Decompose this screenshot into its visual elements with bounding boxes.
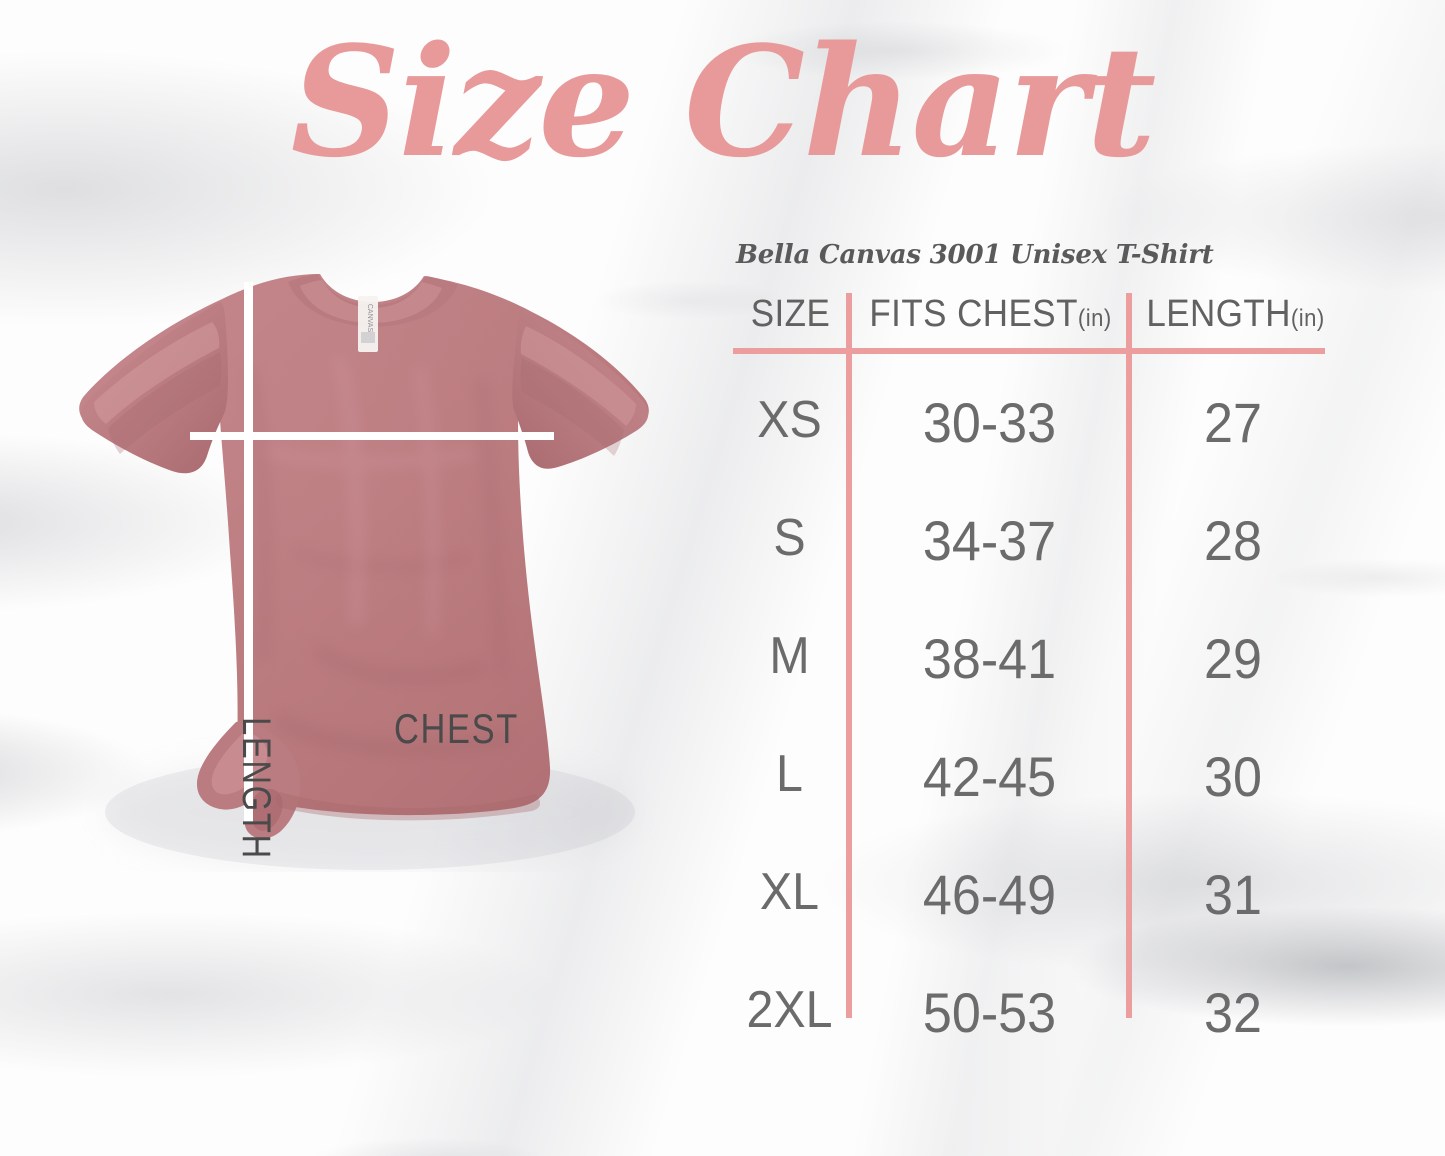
cell-length: 30 (1204, 745, 1262, 808)
cell-length: 28 (1204, 509, 1262, 572)
column-header-length-text: LENGTH (1146, 293, 1291, 335)
table-row: L 42-45 30 (733, 744, 1333, 808)
product-name: Bella Canvas 3001 Unisex T-Shirt (736, 240, 1214, 270)
column-header-chest-text: FITS CHEST (869, 293, 1078, 335)
cell-chest: 34-37 (922, 509, 1057, 572)
cell-chest: 50-53 (922, 981, 1057, 1044)
table-row: M 38-41 29 (733, 626, 1333, 690)
table-row: XL 46-49 31 (733, 862, 1333, 926)
column-divider-size-chest (846, 293, 852, 1018)
page-title: Size Chart (290, 12, 1157, 191)
column-header-length-unit: (in) (1290, 305, 1325, 332)
column-divider-chest-length (1126, 293, 1132, 1018)
column-header-length: LENGTH(in) (1146, 293, 1325, 336)
cell-size: S (773, 509, 806, 567)
svg-text:CANVAS: CANVAS (366, 304, 373, 333)
cell-size: XS (757, 391, 822, 449)
table-row: XS 30-33 27 (733, 390, 1333, 454)
cell-length: 32 (1204, 981, 1262, 1044)
size-table: Bella Canvas 3001 Unisex T-Shirt SIZE FI… (733, 240, 1333, 1044)
cell-length: 27 (1204, 391, 1262, 454)
tshirt-illustration: CANVAS (79, 274, 649, 870)
table-header-row: SIZE FITS CHEST(in) LENGTH(in) (733, 293, 1333, 349)
chest-label: CHEST (394, 705, 519, 752)
column-header-chest-unit: (in) (1077, 305, 1112, 332)
header-divider-horizontal (733, 348, 1325, 354)
cell-chest: 46-49 (922, 863, 1057, 926)
neck-label: CANVAS (358, 296, 378, 352)
table-row: 2XL 50-53 32 (733, 980, 1333, 1044)
column-header-size: SIZE (738, 293, 844, 336)
cell-chest: 38-41 (922, 627, 1057, 690)
cell-length: 29 (1204, 627, 1262, 690)
length-label: LENGTH (234, 717, 278, 860)
chest-measure-line (190, 432, 554, 440)
cell-size: 2XL (746, 981, 833, 1039)
cell-size: XL (759, 863, 820, 921)
cell-size: L (776, 745, 803, 803)
column-header-chest: FITS CHEST(in) (864, 293, 1117, 336)
tshirt-photo: CANVAS CHEST LENGTH (20, 252, 710, 872)
cell-chest: 30-33 (922, 391, 1057, 454)
length-measure-line (244, 282, 253, 822)
table-row: S 34-37 28 (733, 508, 1333, 572)
column-header-size-text: SIZE (750, 293, 831, 335)
cell-size: M (769, 627, 810, 685)
cell-chest: 42-45 (922, 745, 1057, 808)
cell-length: 31 (1204, 863, 1262, 926)
